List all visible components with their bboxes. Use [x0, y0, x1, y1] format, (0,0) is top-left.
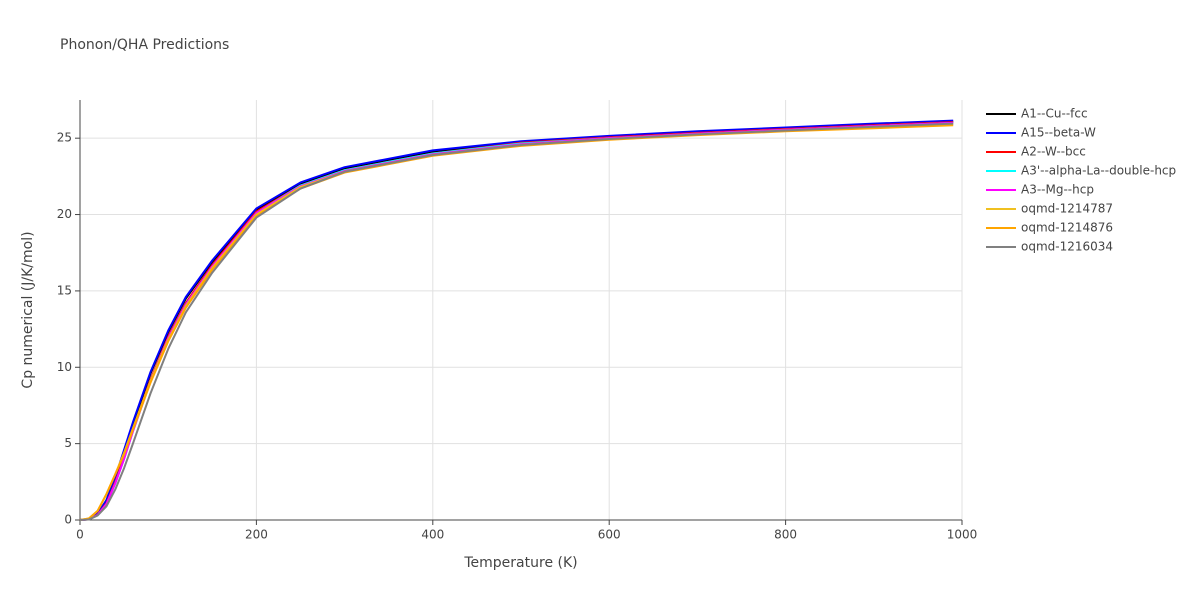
y-tick-label: 20 [57, 207, 72, 221]
series-line [79, 124, 954, 521]
legend-item[interactable]: A15--beta-W [986, 126, 1096, 140]
grid: 0 5 10 15 20 25 0 200 400 600 800 1000 [57, 100, 978, 542]
legend-item[interactable]: oqmd-1216034 [986, 240, 1113, 254]
series-line [79, 119, 954, 521]
x-tick-label: 800 [774, 528, 797, 542]
legend-label: A3'--alpha-La--double-hcp [1021, 164, 1176, 178]
legend-item[interactable]: oqmd-1214876 [986, 221, 1113, 235]
y-tick-label: 15 [57, 283, 72, 297]
legend-item[interactable]: A2--W--bcc [986, 145, 1086, 159]
legend-label: A2--W--bcc [1021, 145, 1086, 159]
y-axis-title: Cp numerical (J/K/mol) [20, 231, 36, 388]
series-line [79, 122, 954, 521]
legend-label: oqmd-1214876 [1021, 221, 1113, 235]
legend-label: A1--Cu--fcc [1021, 107, 1088, 121]
legend-label: A3--Mg--hcp [1021, 183, 1094, 197]
x-axis-title: Temperature (K) [463, 555, 577, 571]
y-tick-label: 0 [64, 513, 72, 527]
legend-item[interactable]: oqmd-1214787 [986, 202, 1113, 216]
series-line [79, 121, 954, 521]
series-line [79, 123, 954, 521]
legend: A1--Cu--fcc A15--beta-W A2--W--bcc A3'--alp… [986, 107, 1176, 254]
legend-item[interactable]: A1--Cu--fcc [986, 107, 1088, 121]
legend-item[interactable]: A3--Mg--hcp [986, 183, 1094, 197]
legend-label: A15--beta-W [1021, 126, 1096, 140]
legend-label: oqmd-1216034 [1021, 240, 1113, 254]
y-tick-label: 10 [57, 360, 72, 374]
x-tick-label: 0 [76, 528, 84, 542]
x-tick-label: 200 [245, 528, 268, 542]
legend-label: oqmd-1214787 [1021, 202, 1113, 216]
x-tick-label: 400 [421, 528, 444, 542]
chart-title: Phonon/QHA Predictions [60, 37, 229, 53]
series-line [79, 121, 954, 521]
x-tick-label: 600 [598, 528, 621, 542]
y-tick-label: 5 [64, 436, 72, 450]
y-tick-label: 25 [57, 131, 72, 145]
series-line [79, 120, 954, 521]
series-line [79, 121, 954, 521]
x-tick-label: 1000 [947, 528, 978, 542]
plot-area [79, 119, 954, 521]
legend-item[interactable]: A3'--alpha-La--double-hcp [986, 164, 1176, 178]
